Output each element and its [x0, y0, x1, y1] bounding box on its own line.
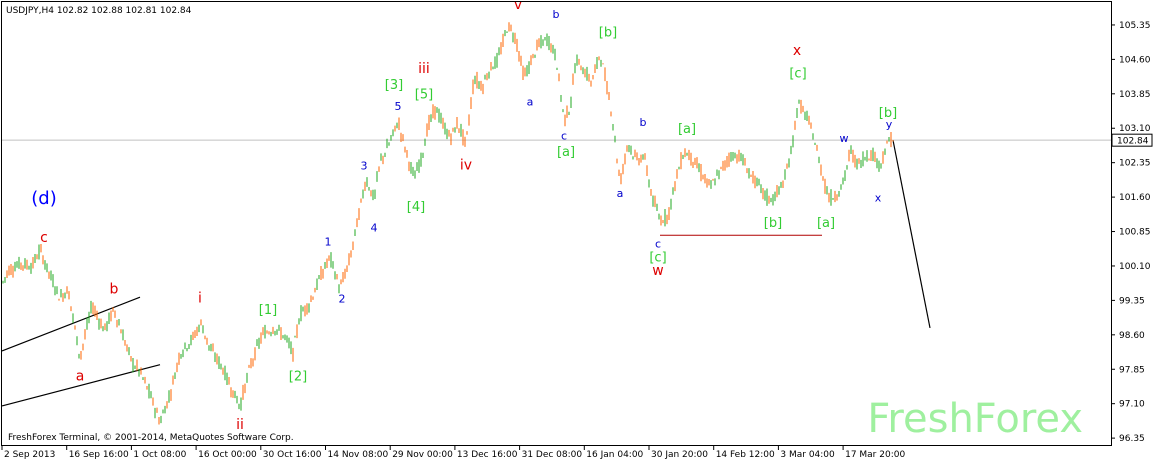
y-tick-label: 101.60: [1119, 193, 1151, 203]
wave-label: 5: [395, 100, 402, 113]
wave-label: (d): [31, 188, 56, 209]
wave-label: b: [640, 116, 647, 129]
footer-copyright: FreshForex Terminal, © 2001-2014, MetaQu…: [8, 433, 294, 443]
x-tick-label: 1 Oct 08:00: [133, 450, 186, 460]
y-tick-label: 100.10: [1119, 262, 1151, 272]
y-tick-label: 100.85: [1119, 228, 1151, 238]
wave-label: [2]: [289, 370, 307, 385]
wave-labels-layer: (d)cbaiii[1][2]12345[3][4][5]iiiivvba[b]…: [31, 0, 897, 433]
y-tick-label: 97.85: [1119, 365, 1145, 375]
x-tick-label: 31 Dec 08:00: [522, 450, 583, 460]
x-tick-label: 16 Jan 04:00: [586, 450, 643, 460]
last-price-box: [1111, 133, 1153, 147]
trendline: [1, 296, 141, 352]
wave-label: w: [840, 132, 849, 145]
x-tick-label: 17 Mar 20:00: [845, 450, 905, 460]
x-tick-label: 2 Sep 2013: [4, 450, 55, 460]
axes-layer: [1, 1, 1112, 446]
wave-label: [a]: [557, 145, 575, 160]
chart-title: USDJPY,H4 102.82 102.88 102.81 102.84: [6, 6, 192, 16]
candles-layer: [2, 22, 894, 425]
y-tick-label: 102.35: [1119, 159, 1151, 169]
wave-label: [b]: [764, 216, 782, 231]
trendlines-layer: [1, 139, 1111, 407]
wave-label: c: [40, 230, 48, 246]
wave-label: c: [655, 238, 661, 251]
x-tick-label: 14 Nov 08:00: [328, 450, 389, 460]
y-tick-label: 105.35: [1119, 21, 1151, 31]
wave-label: iii: [418, 61, 430, 77]
wave-label: a: [527, 95, 534, 108]
wave-label: y: [886, 118, 893, 131]
wave-label: a: [76, 369, 85, 385]
wave-label: [3]: [385, 78, 403, 93]
wave-label: i: [198, 291, 202, 307]
x-tick-label: 29 Nov 00:00: [392, 450, 453, 460]
y-tick-label: 96.35: [1119, 434, 1145, 444]
x-tick-label: 3 Mar 04:00: [780, 450, 835, 460]
wave-label: [a]: [678, 122, 696, 137]
y-axis: 105.35 104.60 103.85 103.10 102.35 101.60 100.…: [1111, 21, 1153, 444]
wave-label: [5]: [415, 87, 433, 102]
wave-label: [b]: [879, 106, 897, 121]
wave-label: b: [553, 8, 560, 21]
wave-label: [4]: [407, 200, 425, 215]
wave-label: [a]: [817, 216, 835, 231]
y-tick-label: 103.85: [1119, 90, 1151, 100]
last-price-label: 102.84: [1117, 137, 1149, 147]
x-tick-label: 13 Dec 16:00: [457, 450, 518, 460]
plot-frame: [1, 1, 1112, 446]
wave-label: [c]: [789, 67, 806, 82]
wave-label: w: [652, 263, 663, 279]
wave-label: a: [617, 187, 624, 200]
trendline: [1, 364, 161, 407]
wave-label: v: [514, 0, 522, 13]
x-tick-label: 30 Oct 16:00: [263, 450, 322, 460]
x-tick-label: 30 Jan 20:00: [651, 450, 708, 460]
wave-label: [b]: [599, 25, 617, 40]
wave-label: iv: [460, 158, 472, 174]
wave-label: 2: [339, 293, 346, 306]
wave-label: b: [110, 282, 119, 298]
wave-label: x: [875, 192, 882, 205]
y-tick-label: 97.10: [1119, 400, 1145, 410]
wave-label: [1]: [259, 303, 277, 318]
wave-label: 1: [325, 235, 332, 248]
x-tick-label: 16 Sep 16:00: [69, 450, 129, 460]
x-axis: 2 Sep 2013 16 Sep 16:00 1 Oct 08:00 16 Oct …: [1, 445, 905, 460]
wave-label: ii: [236, 417, 244, 433]
x-tick-label: 16 Oct 00:00: [198, 450, 257, 460]
projection-line: [892, 140, 931, 329]
y-tick-label: 99.35: [1119, 296, 1145, 306]
wave-label: 3: [361, 160, 368, 173]
y-tick-label: 104.60: [1119, 55, 1151, 65]
wave-label: x: [793, 43, 801, 59]
wave-label: [c]: [649, 250, 666, 265]
wave-label: c: [561, 130, 567, 143]
y-tick-label: 98.60: [1119, 331, 1145, 341]
wave-label: 4: [371, 222, 378, 235]
y-tick-label: 103.10: [1119, 124, 1151, 134]
watermark-text: FreshForex: [867, 396, 1083, 442]
x-tick-label: 14 Feb 12:00: [716, 450, 775, 460]
